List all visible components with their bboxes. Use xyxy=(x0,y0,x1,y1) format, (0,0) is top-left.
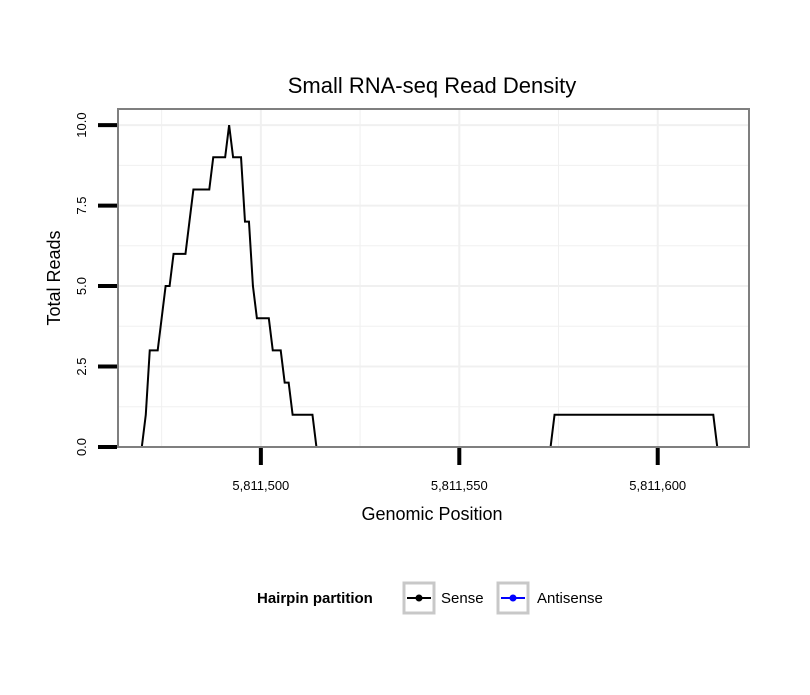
x-axis-title: Genomic Position xyxy=(361,504,502,524)
y-axis-title: Total Reads xyxy=(44,230,64,325)
chart-title: Small RNA-seq Read Density xyxy=(288,73,577,98)
legend: Hairpin partition Sense Antisense xyxy=(257,581,603,615)
y-tick-label: 0.0 xyxy=(74,438,89,456)
legend-dot-antisense xyxy=(509,594,517,602)
axes: 0.0 2.5 5.0 7.5 10.0 5,811,500 5,811,550 5,811,… xyxy=(74,112,686,493)
grid xyxy=(118,109,749,448)
legend-label-sense: Sense xyxy=(441,590,484,607)
y-tick-label: 2.5 xyxy=(74,357,89,375)
y-tick-label: 10.0 xyxy=(74,112,89,137)
x-tick-label: 5,811,500 xyxy=(232,478,289,493)
series-line-sense xyxy=(118,124,742,448)
legend-title: Hairpin partition xyxy=(257,590,373,607)
y-tick-label: 5.0 xyxy=(74,277,89,295)
x-tick-label: 5,811,550 xyxy=(431,478,488,493)
y-tick-label: 7.5 xyxy=(74,197,89,215)
legend-dot-sense xyxy=(415,594,423,602)
x-tick-label: 5,811,600 xyxy=(629,478,686,493)
legend-label-antisense: Antisense xyxy=(537,590,603,607)
plot-border xyxy=(117,108,750,448)
